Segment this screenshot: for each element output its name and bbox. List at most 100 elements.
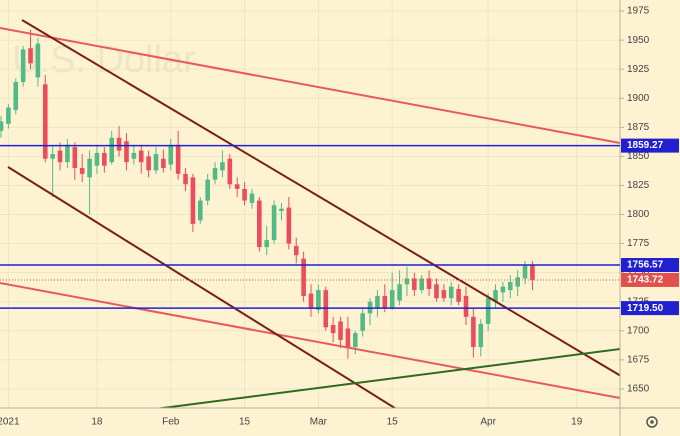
settings-button[interactable] <box>646 416 658 428</box>
channel-line <box>7 166 397 408</box>
candle-body <box>28 48 33 64</box>
watermark: U.S. Dollar <box>12 39 196 81</box>
candle-body <box>183 173 188 185</box>
candle-body <box>382 295 388 308</box>
candle-body <box>293 245 299 256</box>
x-tick-label: Mar <box>310 417 328 428</box>
settings-icon-center[interactable] <box>650 420 654 424</box>
drawings <box>0 19 620 408</box>
candle-body <box>87 158 92 178</box>
candle-body <box>448 286 454 299</box>
candle-body <box>249 193 255 203</box>
candle-body <box>109 137 115 163</box>
candle-body <box>330 324 336 334</box>
candle-body <box>190 177 196 224</box>
candle-body <box>530 265 535 280</box>
candle-body <box>345 328 351 348</box>
candle-body <box>212 168 218 180</box>
candle-body <box>434 284 439 299</box>
y-tick-label: 1700 <box>627 325 650 336</box>
candle-body <box>175 144 181 174</box>
candle-body <box>471 316 476 348</box>
candle-body <box>138 150 144 163</box>
candle-body <box>72 147 78 169</box>
candle-body <box>389 290 395 308</box>
candle-body <box>197 200 203 221</box>
x-tick-label: 15 <box>239 417 251 428</box>
y-tick-label: 1875 <box>627 122 650 133</box>
trend-line <box>0 282 620 399</box>
candle-body <box>161 158 166 169</box>
candle-body <box>131 152 137 159</box>
candle-body <box>375 295 380 308</box>
candle-body <box>13 81 19 110</box>
overlay: 1859.27 1756.57 1719.50 1743.72 <box>0 138 679 316</box>
candle-body <box>463 295 469 317</box>
y-tick-label: 1750 <box>627 267 650 278</box>
candle-body <box>57 150 63 163</box>
candle-body <box>485 298 491 324</box>
candle-body <box>515 277 520 287</box>
candle-body <box>426 278 432 289</box>
x-tick-label: Feb <box>162 417 180 428</box>
candle-body <box>124 141 129 163</box>
candle-body <box>478 323 484 348</box>
candle-body <box>279 208 284 212</box>
price-badge-label: 1756.57 <box>627 260 664 271</box>
candle-body <box>404 278 410 285</box>
candle-body <box>153 154 159 171</box>
candle-body <box>522 265 528 279</box>
candle-body <box>352 333 358 348</box>
y-tick-label: 1675 <box>627 355 650 366</box>
candle-body <box>301 258 306 296</box>
y-tick-label: 1800 <box>627 209 650 220</box>
y-tick-label: 1950 <box>627 35 650 46</box>
candle-body <box>397 284 402 301</box>
candle-body <box>227 158 233 185</box>
candle-body <box>94 152 100 166</box>
candle-body <box>0 121 4 131</box>
y-tick-label: 1825 <box>627 180 650 191</box>
candle-body <box>102 152 107 166</box>
candle-body <box>205 179 210 201</box>
candle-body <box>264 240 270 248</box>
candle-body <box>20 49 26 82</box>
candle-body <box>168 144 174 165</box>
candle-body <box>419 278 425 291</box>
y-tick-label: 1775 <box>627 238 650 249</box>
price-badge-label: 1859.27 <box>627 140 664 151</box>
y-tick-label: 1975 <box>627 6 650 17</box>
candle-body <box>360 313 365 331</box>
support-line <box>154 348 620 408</box>
candle-body <box>338 321 343 341</box>
y-tick-label: 1850 <box>627 151 650 162</box>
channel-line <box>21 19 620 377</box>
candle-body <box>79 168 85 174</box>
candle-body <box>507 281 513 291</box>
price-badge <box>621 258 679 273</box>
price-badge <box>621 138 679 153</box>
price-badge-label: 1719.50 <box>627 303 664 314</box>
price-badge <box>621 272 679 287</box>
trend-line <box>0 27 620 144</box>
candle-body <box>146 156 151 171</box>
candle-body <box>308 293 314 308</box>
candle-body <box>42 84 48 159</box>
candle-body <box>242 188 247 201</box>
x-tick-label: 18 <box>91 417 103 428</box>
x-tick-label: 15 <box>387 417 399 428</box>
y-tick-label: 1925 <box>627 64 650 75</box>
last-price-label: 1743.72 <box>627 275 664 286</box>
candle-body <box>65 144 70 163</box>
candle-body <box>220 162 225 171</box>
candle-body <box>6 107 11 124</box>
candle-body <box>234 184 240 189</box>
x-tick-label: Apr <box>480 417 496 428</box>
y-tick-label: 1900 <box>627 93 650 104</box>
candle-body <box>271 205 277 241</box>
settings-icon[interactable] <box>646 416 658 428</box>
x-tick-label: 19 <box>571 417 583 428</box>
candle-body <box>257 200 262 248</box>
candle-body <box>316 290 321 310</box>
